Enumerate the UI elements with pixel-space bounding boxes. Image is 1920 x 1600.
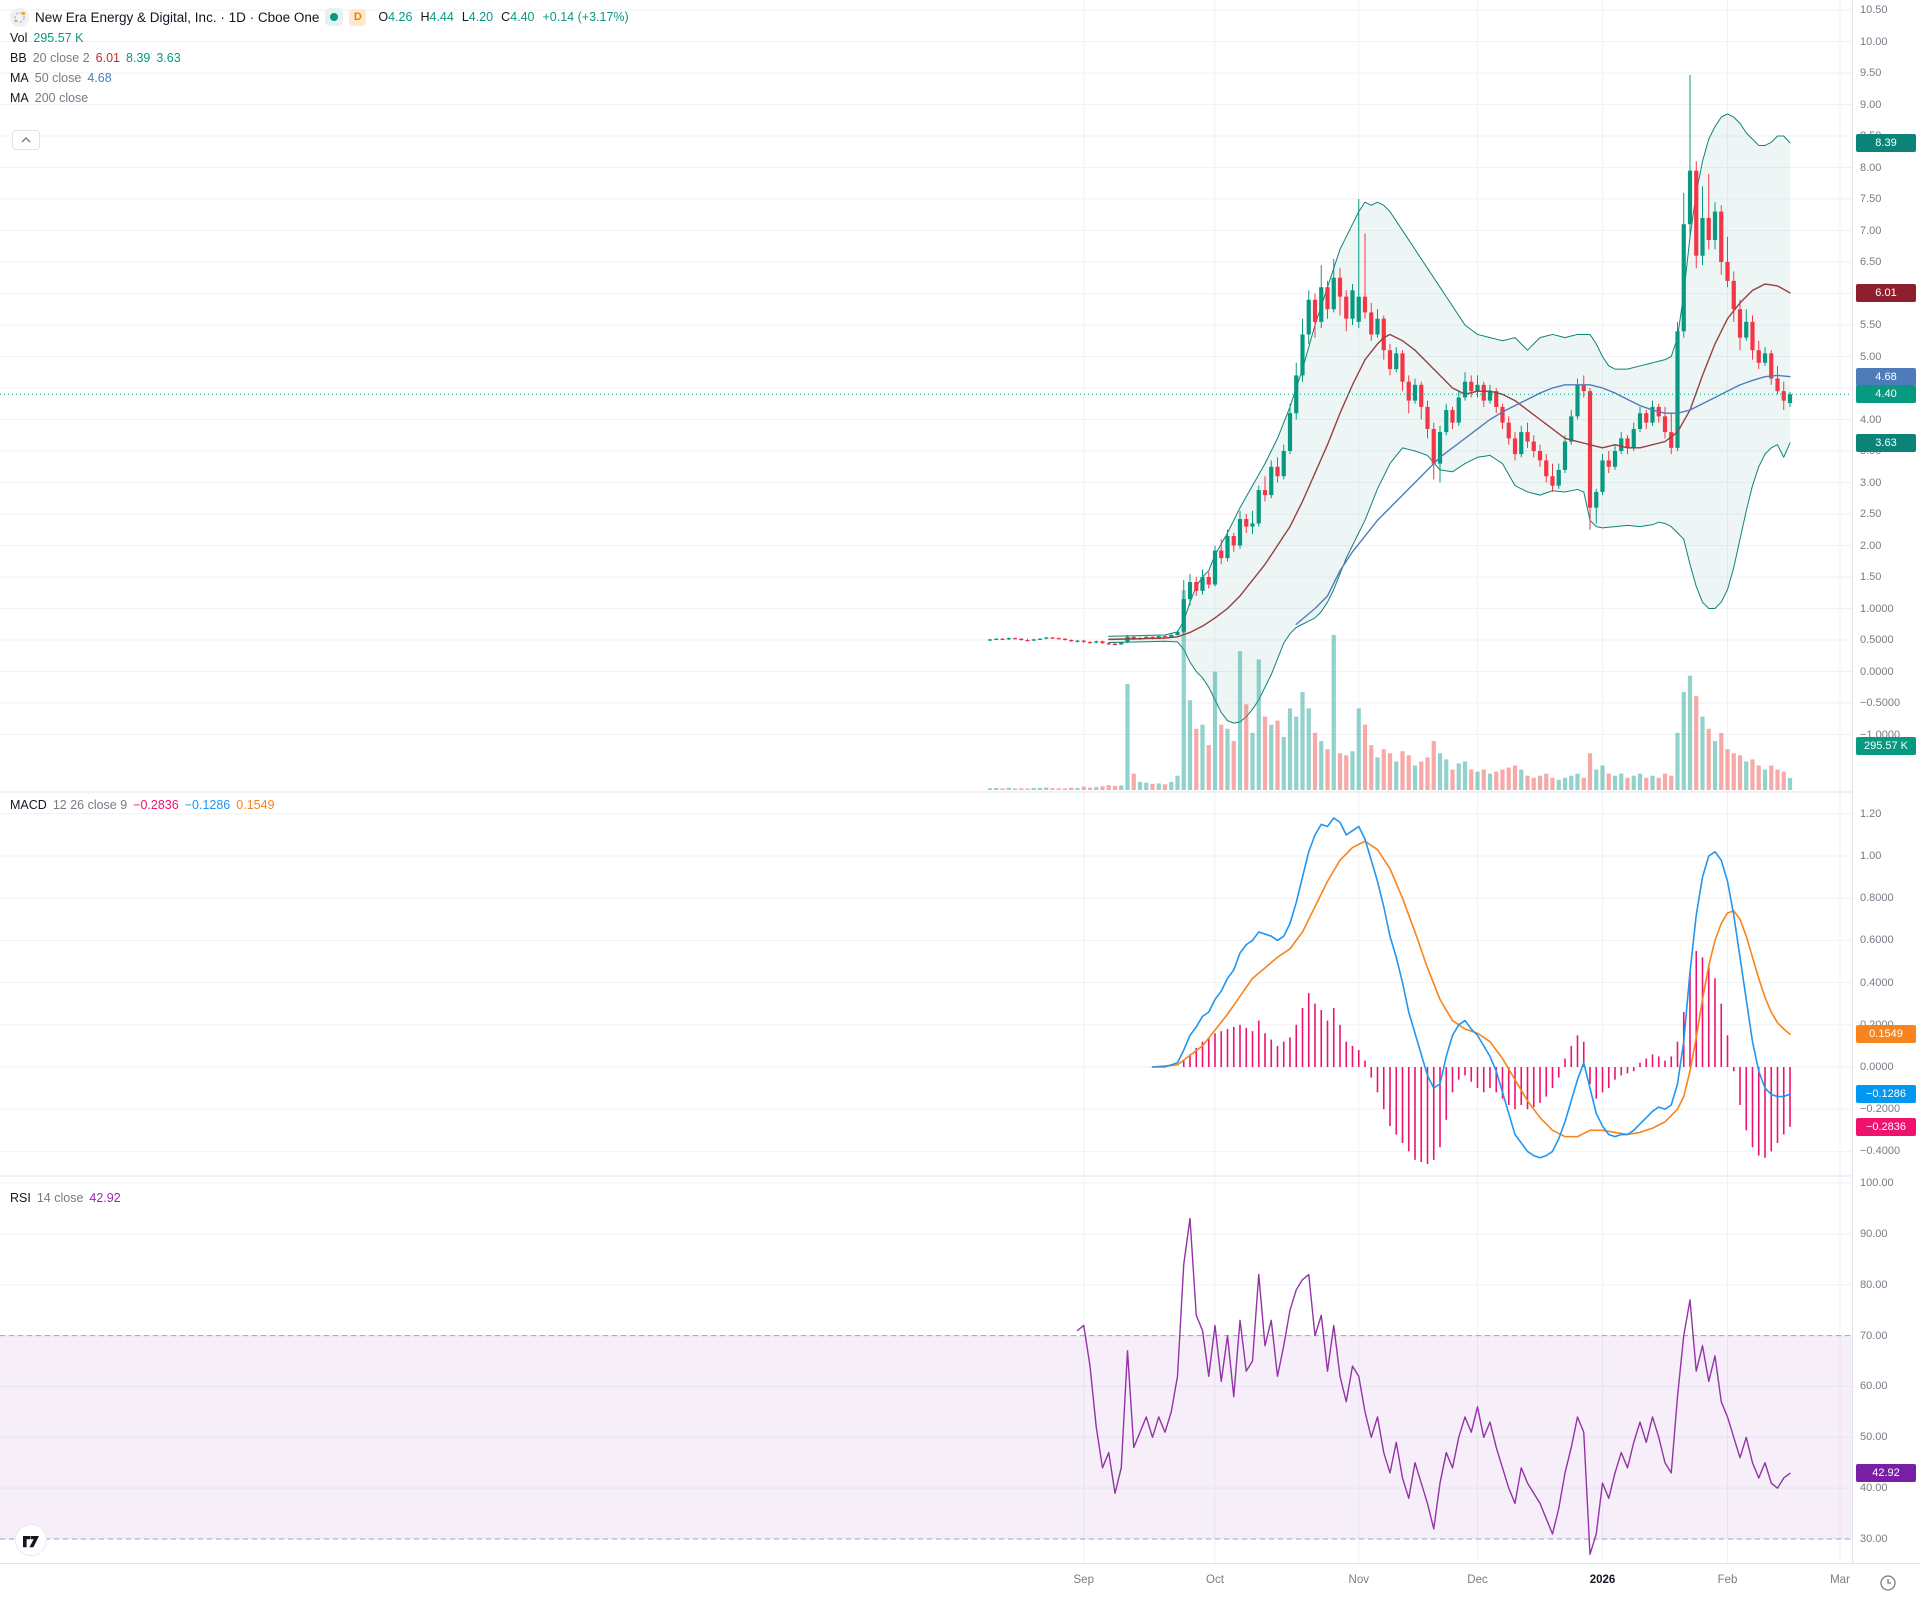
axis-tick-label: 0.6000 bbox=[1860, 934, 1894, 947]
axis-tick-label: 70.00 bbox=[1860, 1329, 1888, 1342]
change-value: +0.14 (+3.17%) bbox=[542, 10, 629, 24]
axis-tick-label: 60.00 bbox=[1860, 1380, 1888, 1393]
axis-badge-price: 4.40 bbox=[1856, 385, 1916, 404]
candles-layer bbox=[987, 74, 1793, 646]
chart-legend: New Era Energy & Digital, Inc. · 1D · Cb… bbox=[10, 6, 629, 108]
legend-collapse-button[interactable] bbox=[12, 130, 40, 150]
axis-tick-label: 10.00 bbox=[1860, 35, 1888, 48]
axis-tick-label: 9.00 bbox=[1860, 98, 1882, 111]
bb-basis-value: 6.01 bbox=[95, 51, 121, 65]
rsi-band bbox=[0, 1335, 1852, 1540]
ohlc-values: O4.26 H4.44 L4.20 C4.40 +0.14 (+3.17%) bbox=[378, 10, 629, 24]
rsi-value: 42.92 bbox=[89, 1191, 121, 1205]
legend-bb-row[interactable]: BB 20 close 2 6.01 8.39 3.63 bbox=[10, 51, 181, 65]
price-axis[interactable]: 10.5010.009.509.008.508.007.507.006.505.… bbox=[1852, 0, 1920, 1563]
legend-volume-row[interactable]: Vol 295.57 K bbox=[10, 31, 84, 45]
axis-tick-label: 9.50 bbox=[1860, 67, 1882, 79]
macd-line-value: −0.1286 bbox=[184, 798, 231, 812]
time-axis-label: Oct bbox=[1206, 1574, 1224, 1586]
symbol-title[interactable]: New Era Energy & Digital, Inc. · 1D · Cb… bbox=[35, 9, 320, 25]
axis-tick-label: 0.8000 bbox=[1860, 892, 1894, 905]
axis-badge-ma50: 4.68 bbox=[1856, 367, 1916, 386]
low-value: 4.20 bbox=[468, 10, 494, 24]
grid-layer bbox=[0, 0, 1852, 1563]
pane-separators bbox=[0, 791, 1920, 1177]
axis-tick-label: 2.50 bbox=[1860, 508, 1882, 520]
symbol-row[interactable]: New Era Energy & Digital, Inc. · 1D · Cb… bbox=[10, 6, 629, 28]
volume-layer bbox=[987, 590, 1793, 790]
axis-badge-rsi: 42.92 bbox=[1856, 1464, 1916, 1483]
axis-tick-label: 0.5000 bbox=[1860, 634, 1894, 646]
axis-tick-label: −0.5000 bbox=[1860, 697, 1901, 709]
legend-macd-row[interactable]: MACD 12 26 close 9 −0.2836 −0.1286 0.154… bbox=[10, 798, 275, 812]
axis-badge-bb: 3.63 bbox=[1856, 433, 1916, 452]
timeframe-badge[interactable]: D bbox=[349, 8, 367, 26]
axis-tick-label: 4.00 bbox=[1860, 413, 1882, 426]
rsi-layer bbox=[1076, 1217, 1791, 1555]
axis-tick-label: 10.50 bbox=[1860, 4, 1888, 16]
axis-badge-macd: −0.1286 bbox=[1856, 1085, 1916, 1104]
axis-tick-label: 30.00 bbox=[1860, 1533, 1888, 1546]
axis-tick-label: −0.4000 bbox=[1860, 1145, 1901, 1158]
axis-tick-label: −0.2000 bbox=[1860, 1103, 1901, 1116]
axis-badge-basis: 6.01 bbox=[1856, 283, 1916, 302]
axis-badge-bb: 8.39 bbox=[1856, 133, 1916, 152]
time-axis-label: Dec bbox=[1467, 1574, 1488, 1586]
axis-tick-label: 0.4000 bbox=[1860, 976, 1894, 989]
axis-tick-label: 5.00 bbox=[1860, 350, 1882, 363]
axis-tick-label: 0.0000 bbox=[1860, 1061, 1894, 1073]
macd-hist-value: −0.2836 bbox=[133, 798, 179, 812]
axis-badge-signal: 0.1549 bbox=[1856, 1025, 1916, 1044]
ma50-value: 4.68 bbox=[87, 71, 112, 85]
chevron-up-icon bbox=[21, 137, 31, 143]
bb-lower-value: 3.63 bbox=[156, 51, 181, 65]
time-axis[interactable]: Sep Oct Nov Dec 2026 Feb Mar bbox=[0, 1563, 1920, 1600]
axis-tick-label: 1.50 bbox=[1860, 571, 1882, 583]
axis-tick-label: 1.20 bbox=[1860, 807, 1882, 820]
axis-badge-volume: 295.57 K bbox=[1856, 737, 1916, 755]
axis-tick-label: 2.00 bbox=[1860, 539, 1882, 552]
axis-tick-label: 7.00 bbox=[1860, 224, 1882, 237]
axis-tick-label: 1.0000 bbox=[1860, 602, 1894, 615]
axis-tick-label: 7.50 bbox=[1860, 193, 1882, 205]
close-value: 4.40 bbox=[510, 10, 535, 24]
legend-ma200-row[interactable]: MA 200 close bbox=[10, 91, 89, 105]
macd-layer bbox=[1151, 817, 1791, 1165]
axis-tick-label: 1.00 bbox=[1860, 850, 1882, 862]
axis-tick-label: 0.0000 bbox=[1860, 665, 1894, 678]
high-value: 4.44 bbox=[429, 10, 454, 24]
legend-rsi-row[interactable]: RSI 14 close 42.92 bbox=[10, 1191, 121, 1205]
axis-badge-hist: −0.2836 bbox=[1856, 1117, 1916, 1136]
axis-tick-label: 5.50 bbox=[1860, 319, 1882, 331]
bb-upper-value: 8.39 bbox=[126, 51, 151, 65]
time-axis-label: 2026 bbox=[1589, 1574, 1616, 1586]
time-axis-label: Nov bbox=[1348, 1574, 1369, 1586]
axis-tick-label: 40.00 bbox=[1860, 1482, 1888, 1495]
volume-value: 295.57 K bbox=[33, 31, 84, 45]
macd-signal-value: 0.1549 bbox=[236, 798, 275, 812]
axis-tick-label: 90.00 bbox=[1860, 1227, 1888, 1240]
timezone-clock-icon[interactable] bbox=[1878, 1573, 1898, 1593]
time-axis-label: Sep bbox=[1073, 1574, 1094, 1586]
axis-tick-label: 8.00 bbox=[1860, 161, 1882, 174]
bollinger-bands-layer bbox=[1108, 113, 1791, 724]
axis-tick-label: 100.00 bbox=[1860, 1177, 1894, 1189]
symbol-logo-icon bbox=[10, 7, 29, 27]
axis-tick-label: 6.50 bbox=[1860, 256, 1882, 268]
tradingview-logo[interactable] bbox=[15, 1524, 47, 1556]
open-value: 4.26 bbox=[388, 10, 413, 24]
overlay-ma-layer bbox=[1108, 283, 1791, 641]
time-axis-label: Feb bbox=[1717, 1574, 1738, 1586]
axis-tick-label: 80.00 bbox=[1860, 1278, 1888, 1291]
legend-ma50-row[interactable]: MA 50 close 4.68 bbox=[10, 71, 112, 85]
axis-tick-label: 50.00 bbox=[1860, 1431, 1888, 1444]
time-axis-label: Mar bbox=[1830, 1574, 1850, 1586]
axis-tick-label: 3.00 bbox=[1860, 476, 1882, 489]
market-status-icon[interactable] bbox=[325, 8, 344, 26]
